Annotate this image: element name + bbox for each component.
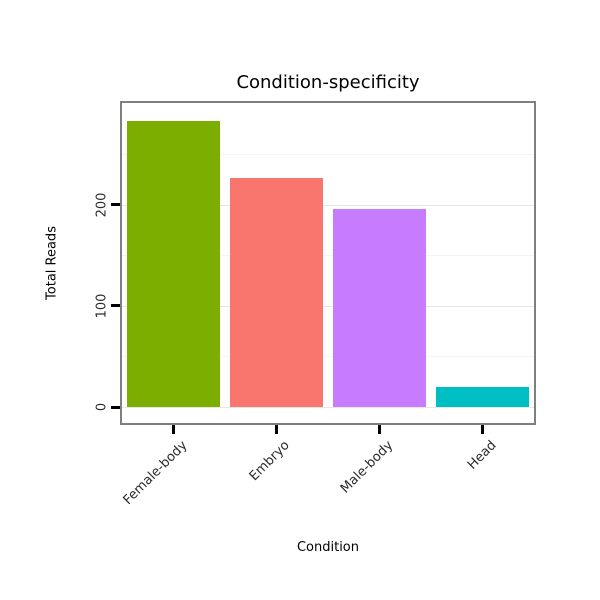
minor-gridline — [122, 154, 534, 156]
bar-male-body — [333, 208, 426, 407]
y-tick-mark — [111, 203, 120, 207]
y-tick-label: 100 — [94, 293, 110, 319]
y-axis-label: Total Reads — [44, 226, 60, 300]
bar-head — [436, 386, 529, 407]
x-tick-label: Head — [464, 438, 500, 473]
x-tick-mark — [275, 425, 278, 434]
chart-title: Condition-specificity — [236, 72, 420, 93]
minor-gridline — [122, 356, 534, 358]
plot-panel — [120, 101, 536, 425]
y-tick-mark — [111, 405, 120, 409]
x-tick-label: Embryo — [247, 438, 294, 485]
minor-gridline — [122, 255, 534, 257]
major-gridline — [122, 204, 534, 206]
x-tick-mark — [481, 425, 484, 434]
major-gridline — [122, 407, 534, 408]
x-axis-label: Condition — [296, 540, 360, 555]
bar-female-body — [127, 121, 220, 407]
x-tick-mark — [378, 425, 381, 434]
x-tick-label: Female-body — [120, 438, 191, 508]
x-tick-label: Male-body — [337, 438, 397, 497]
y-tick-label: 0 — [94, 402, 110, 412]
bar-embryo — [230, 177, 323, 407]
y-tick-mark — [111, 304, 120, 308]
y-tick-label: 200 — [94, 192, 110, 218]
major-gridline — [122, 305, 534, 307]
x-tick-mark — [172, 425, 175, 434]
